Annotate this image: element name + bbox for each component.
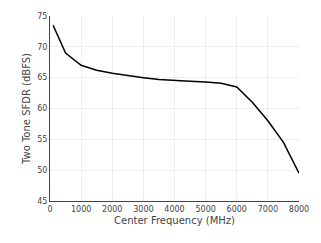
svg-text:5000: 5000 xyxy=(195,205,215,214)
svg-text:4000: 4000 xyxy=(164,205,184,214)
svg-text:60: 60 xyxy=(37,104,47,113)
svg-text:50: 50 xyxy=(37,166,47,175)
svg-text:2000: 2000 xyxy=(102,205,122,214)
svg-text:70: 70 xyxy=(37,43,47,52)
svg-text:0: 0 xyxy=(47,205,52,214)
svg-text:45: 45 xyxy=(37,197,47,206)
svg-text:1000: 1000 xyxy=(71,205,91,214)
svg-text:Center Frequency (MHz): Center Frequency (MHz) xyxy=(114,215,235,226)
svg-text:75: 75 xyxy=(37,12,47,21)
svg-text:7000: 7000 xyxy=(258,205,278,214)
svg-text:3000: 3000 xyxy=(133,205,153,214)
svg-text:6000: 6000 xyxy=(227,205,247,214)
svg-text:8000: 8000 xyxy=(289,205,309,214)
svg-text:Two Tone SFDR (dBFS): Two Tone SFDR (dBFS) xyxy=(21,53,32,165)
svg-text:65: 65 xyxy=(37,73,47,82)
svg-text:55: 55 xyxy=(37,135,47,144)
